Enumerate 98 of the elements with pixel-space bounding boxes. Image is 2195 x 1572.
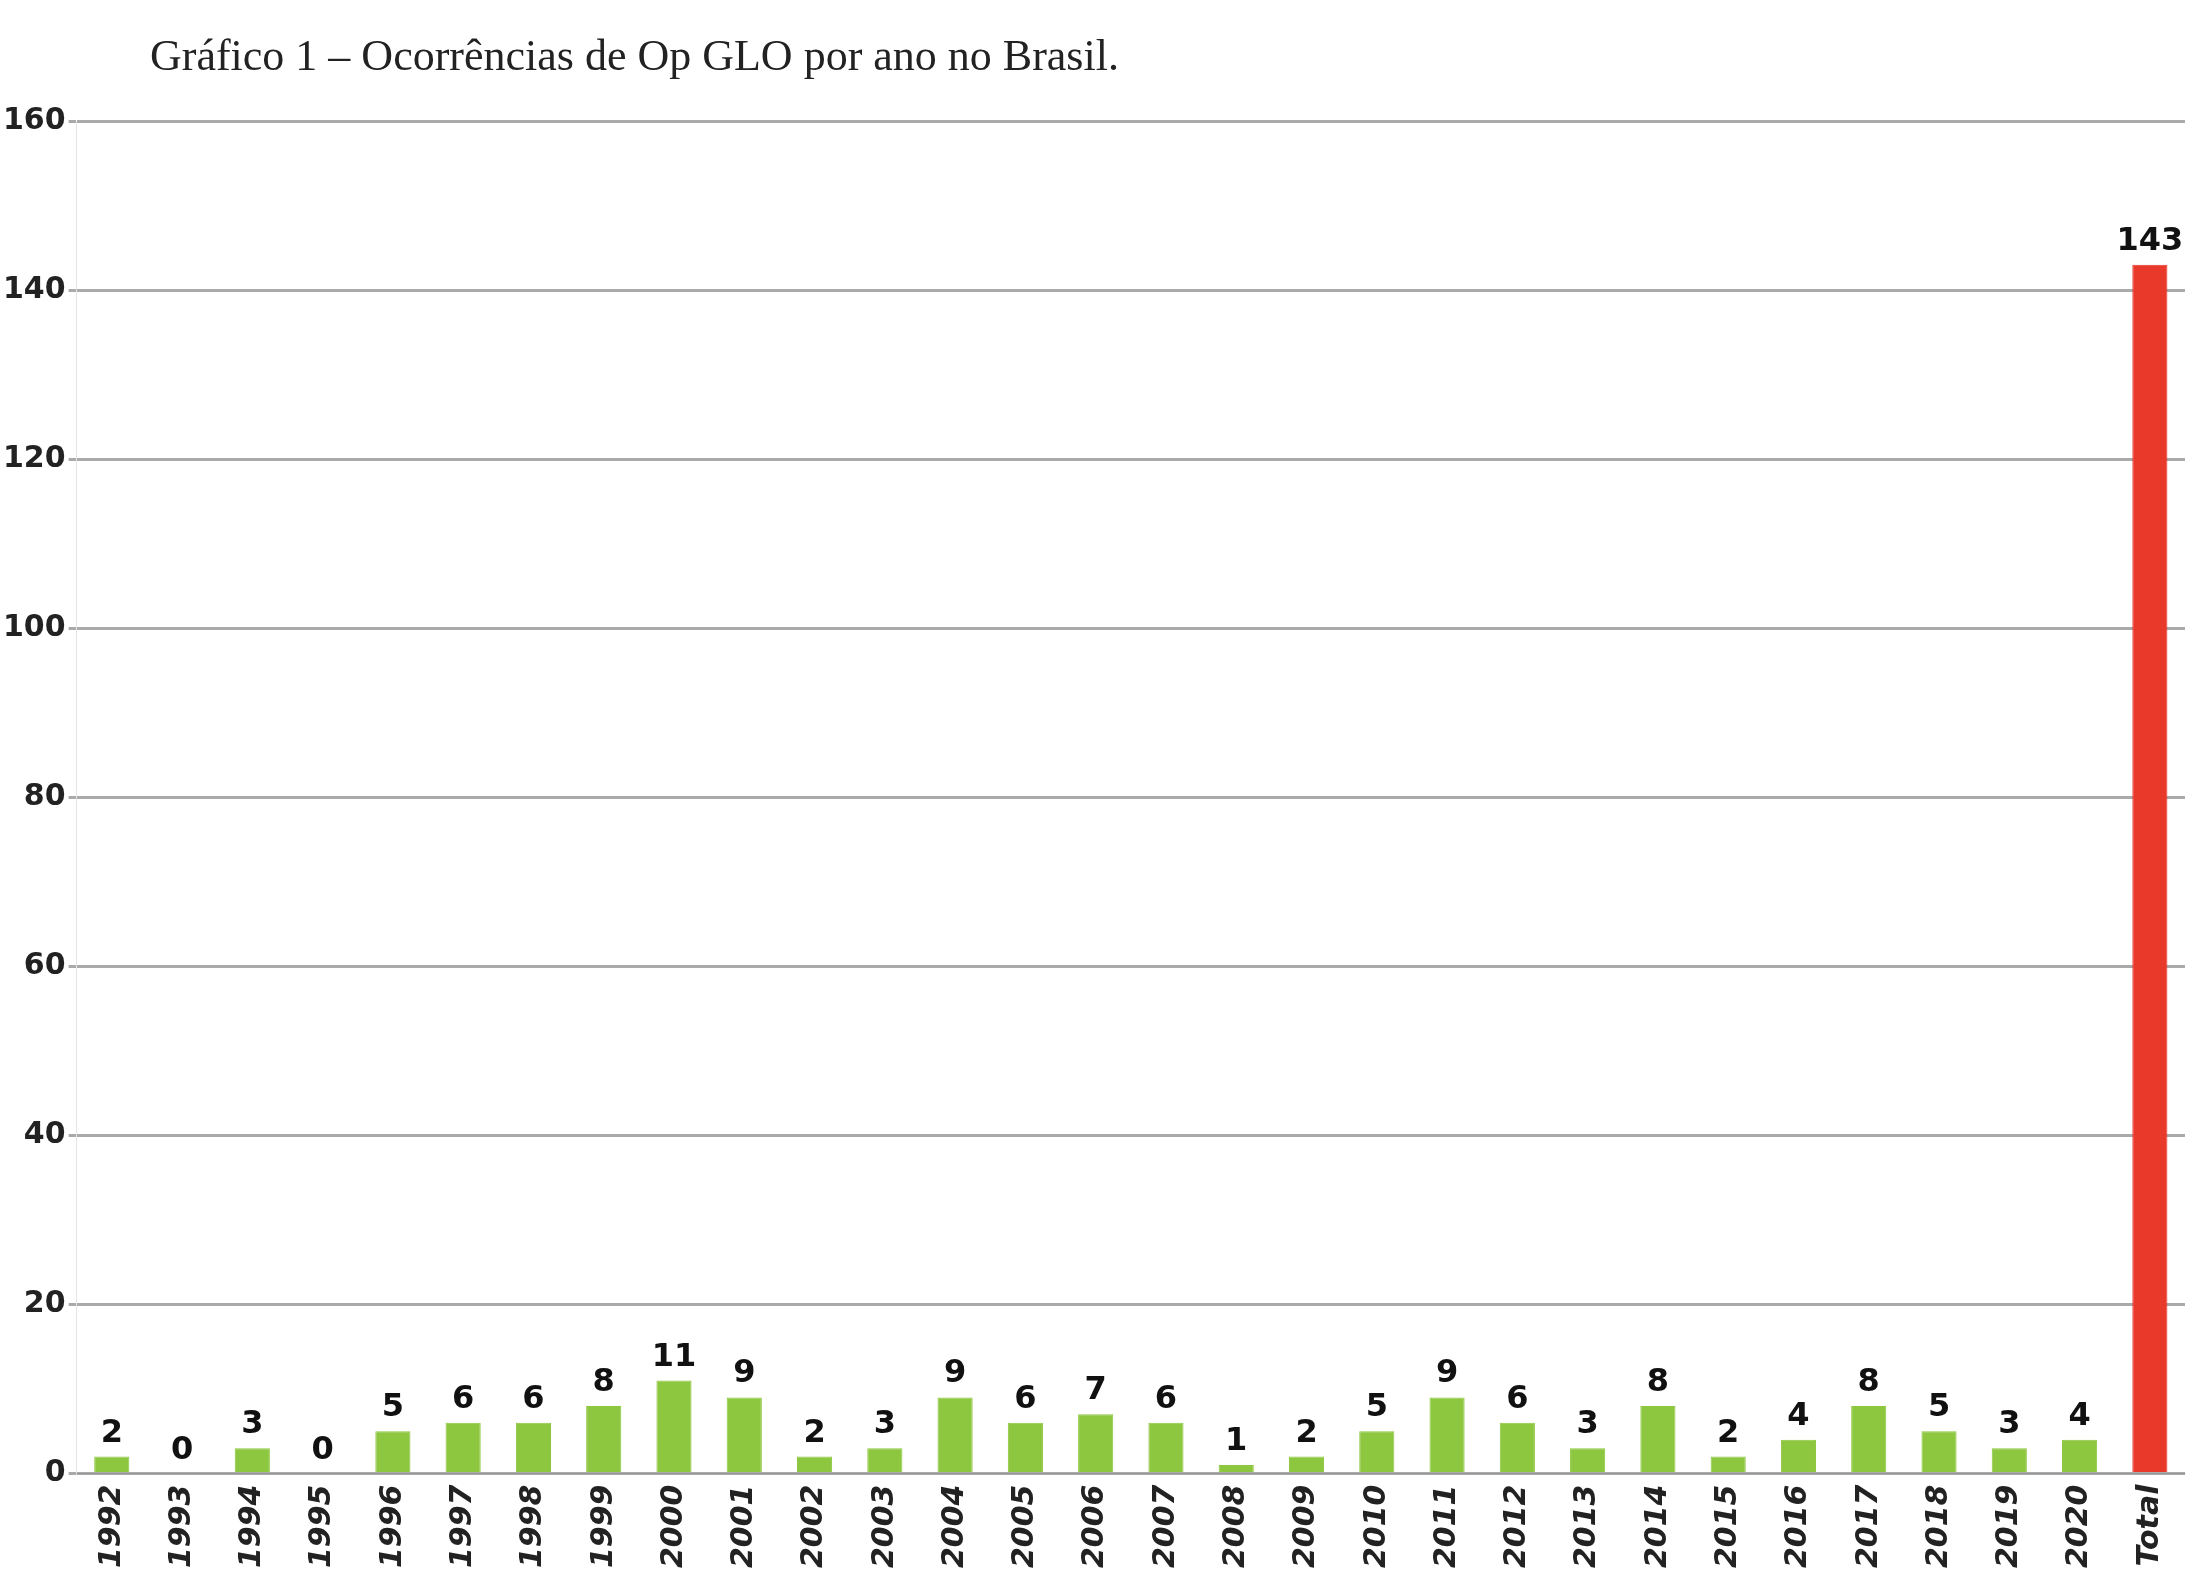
x-tick-label: Total (2129, 1483, 2165, 1567)
x-tick-label: 1992 (91, 1484, 127, 1568)
y-tick-label: 100 (3, 607, 66, 643)
x-tick-label: 2006 (1075, 1484, 1111, 1568)
y-tick-label: 0 (44, 1453, 66, 1489)
bar (1359, 1431, 1395, 1472)
bar (1780, 1439, 1817, 1472)
x-tick-label: 2005 (1005, 1484, 1041, 1568)
x-tick-label: 2012 (1497, 1484, 1533, 1568)
data-label: 3 (873, 1403, 896, 1442)
y-tick-label: 140 (3, 269, 66, 305)
bar (94, 1456, 130, 1472)
data-label: 7 (1084, 1369, 1107, 1408)
data-label: 1 (1225, 1420, 1248, 1459)
bar (1078, 1414, 1114, 1472)
bar (1851, 1405, 1887, 1472)
data-label: 2 (1295, 1411, 1318, 1450)
x-tick-label: 1996 (372, 1484, 408, 1568)
bar (2062, 1439, 2098, 1472)
bar (726, 1397, 762, 1472)
bar (234, 1448, 270, 1472)
data-label: 8 (1646, 1360, 1670, 1399)
data-label: 2 (1717, 1411, 1740, 1450)
data-label: 6 (1014, 1377, 1037, 1416)
data-label: 9 (733, 1352, 756, 1391)
x-tick-label: 1997 (442, 1484, 478, 1568)
x-tick-label: 2020 (2059, 1484, 2095, 1568)
x-tick-label: 2007 (1145, 1484, 1181, 1568)
chart-title: Gráfico 1 – Ocorrências de Op GLO por ano no Brasil. (150, 30, 1120, 81)
bar (1640, 1405, 1676, 1472)
bar (1218, 1465, 1254, 1472)
data-label: 3 (241, 1403, 264, 1442)
bar (2132, 264, 2168, 1472)
x-tick-label: 2004 (934, 1484, 970, 1568)
y-tick-label: 60 (23, 946, 66, 982)
x-tick-label: 1995 (302, 1484, 338, 1568)
data-label: 4 (1787, 1394, 1810, 1433)
data-label: 3 (1998, 1403, 2021, 1442)
data-label: 4 (2068, 1394, 2091, 1433)
data-label: 2 (803, 1411, 826, 1450)
data-label: 6 (522, 1377, 545, 1416)
bar (445, 1422, 481, 1472)
data-label: 6 (1154, 1377, 1178, 1416)
y-tick-label: 20 (23, 1284, 66, 1320)
bar (1991, 1448, 2027, 1472)
data-label: 6 (452, 1377, 475, 1416)
x-tick-label: 2013 (1567, 1484, 1603, 1568)
bar (1148, 1422, 1184, 1472)
x-tick-label: 1993 (161, 1484, 197, 1568)
x-tick-label: 2003 (864, 1484, 900, 1568)
data-label: 8 (592, 1360, 615, 1399)
data-label: 5 (381, 1386, 405, 1425)
x-tick-label: 2016 (1778, 1484, 1814, 1568)
bar (515, 1422, 552, 1472)
x-tick-label: 2017 (1848, 1484, 1884, 1568)
data-label: 0 (170, 1428, 194, 1467)
x-tick-label: 2000 (653, 1484, 689, 1568)
bar (867, 1448, 903, 1472)
y-tick-label: 160 (3, 100, 66, 136)
bar (1710, 1456, 1746, 1472)
data-label: 5 (1365, 1386, 1388, 1425)
x-tick-label: 2014 (1637, 1484, 1673, 1568)
bar (1429, 1397, 1465, 1472)
x-tick-label: 1999 (583, 1484, 619, 1568)
data-label: 9 (1435, 1352, 1459, 1391)
x-tick-label: 2008 (1216, 1484, 1252, 1568)
x-tick-label: 2018 (1918, 1484, 1954, 1568)
bar (796, 1456, 833, 1472)
x-tick-label: 2015 (1707, 1484, 1743, 1568)
data-label: 5 (1927, 1386, 1951, 1425)
bar (937, 1397, 973, 1472)
x-tick-label: 2009 (1286, 1484, 1322, 1568)
x-tick-label: 1994 (232, 1484, 268, 1568)
bar (1570, 1448, 1606, 1472)
y-tick-label: 120 (3, 438, 66, 474)
x-tick-label: 2010 (1356, 1484, 1392, 1568)
x-tick-label: 2019 (1989, 1484, 2025, 1568)
data-label: 2 (100, 1411, 123, 1450)
x-tick-label: 2002 (794, 1484, 830, 1568)
y-tick-label: 40 (23, 1115, 66, 1151)
x-tick-label: 1998 (513, 1484, 549, 1568)
data-label: 0 (311, 1428, 334, 1467)
x-tick-label: 2001 (724, 1484, 760, 1568)
x-tick-label: 2011 (1426, 1484, 1462, 1568)
bar (1921, 1431, 1957, 1472)
data-label: 9 (943, 1352, 967, 1391)
bar (375, 1431, 411, 1472)
bar (656, 1380, 692, 1472)
bar (586, 1405, 622, 1472)
bar (1499, 1422, 1535, 1472)
data-label: 11 (651, 1335, 697, 1374)
y-tick-label: 80 (23, 777, 66, 813)
data-label: 3 (1576, 1403, 1599, 1442)
bar (1007, 1422, 1043, 1472)
bar (1288, 1456, 1325, 1472)
data-label: 143 (2116, 219, 2184, 258)
data-label: 8 (1857, 1360, 1880, 1399)
data-label: 6 (1506, 1377, 1529, 1416)
